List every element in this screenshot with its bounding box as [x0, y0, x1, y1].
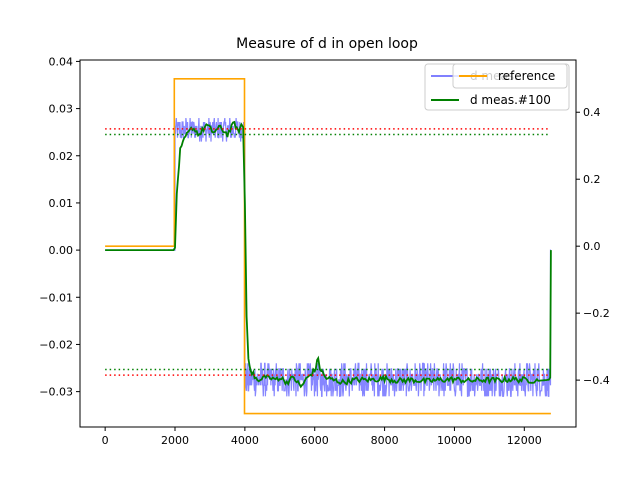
x-tick-label: 0: [102, 434, 109, 447]
legend-label: d meas.#100: [470, 93, 551, 107]
y-right-tick-label: 0.0: [583, 240, 601, 253]
plot-area: [105, 78, 552, 415]
chart-title: Measure of d in open loop: [236, 36, 418, 52]
y-left-tick-label: 0.00: [49, 244, 74, 257]
y-right-tick-label: −0.4: [583, 374, 610, 387]
y-left-tick-label: 0.01: [49, 197, 74, 210]
series-line-reference: [105, 78, 551, 415]
y-left-tick-label: 0.03: [49, 103, 74, 116]
legend-label: reference: [498, 69, 555, 83]
y-right-tick-label: 0.2: [583, 173, 601, 186]
x-tick-label: 8000: [371, 434, 399, 447]
legend-right-axis: reference: [452, 63, 568, 89]
y-left-tick-label: 0.02: [49, 150, 74, 163]
series-line-d-meas: [105, 117, 552, 397]
x-tick-label: 4000: [231, 434, 259, 447]
y-left-tick-label: −0.03: [39, 386, 73, 399]
y-left-tick-label: −0.01: [39, 291, 73, 304]
y-left-tick-label: 0.04: [49, 55, 74, 68]
y-right-tick-label: 0.4: [583, 106, 601, 119]
y-left-tick-label: −0.02: [39, 338, 73, 351]
axes: 0 2000 4000 6000 8000 10000 12000 −0.03 −0.02 −0.…: [39, 55, 609, 447]
x-tick-label: 2000: [161, 434, 189, 447]
x-tick-label: 12000: [507, 434, 542, 447]
series-line-d-meas-100: [105, 120, 552, 389]
plot-frame: [79, 59, 577, 428]
x-tick-label: 10000: [437, 434, 472, 447]
legend-right-box: [452, 63, 568, 89]
y-right-tick-label: −0.2: [583, 307, 610, 320]
x-tick-label: 6000: [301, 434, 329, 447]
